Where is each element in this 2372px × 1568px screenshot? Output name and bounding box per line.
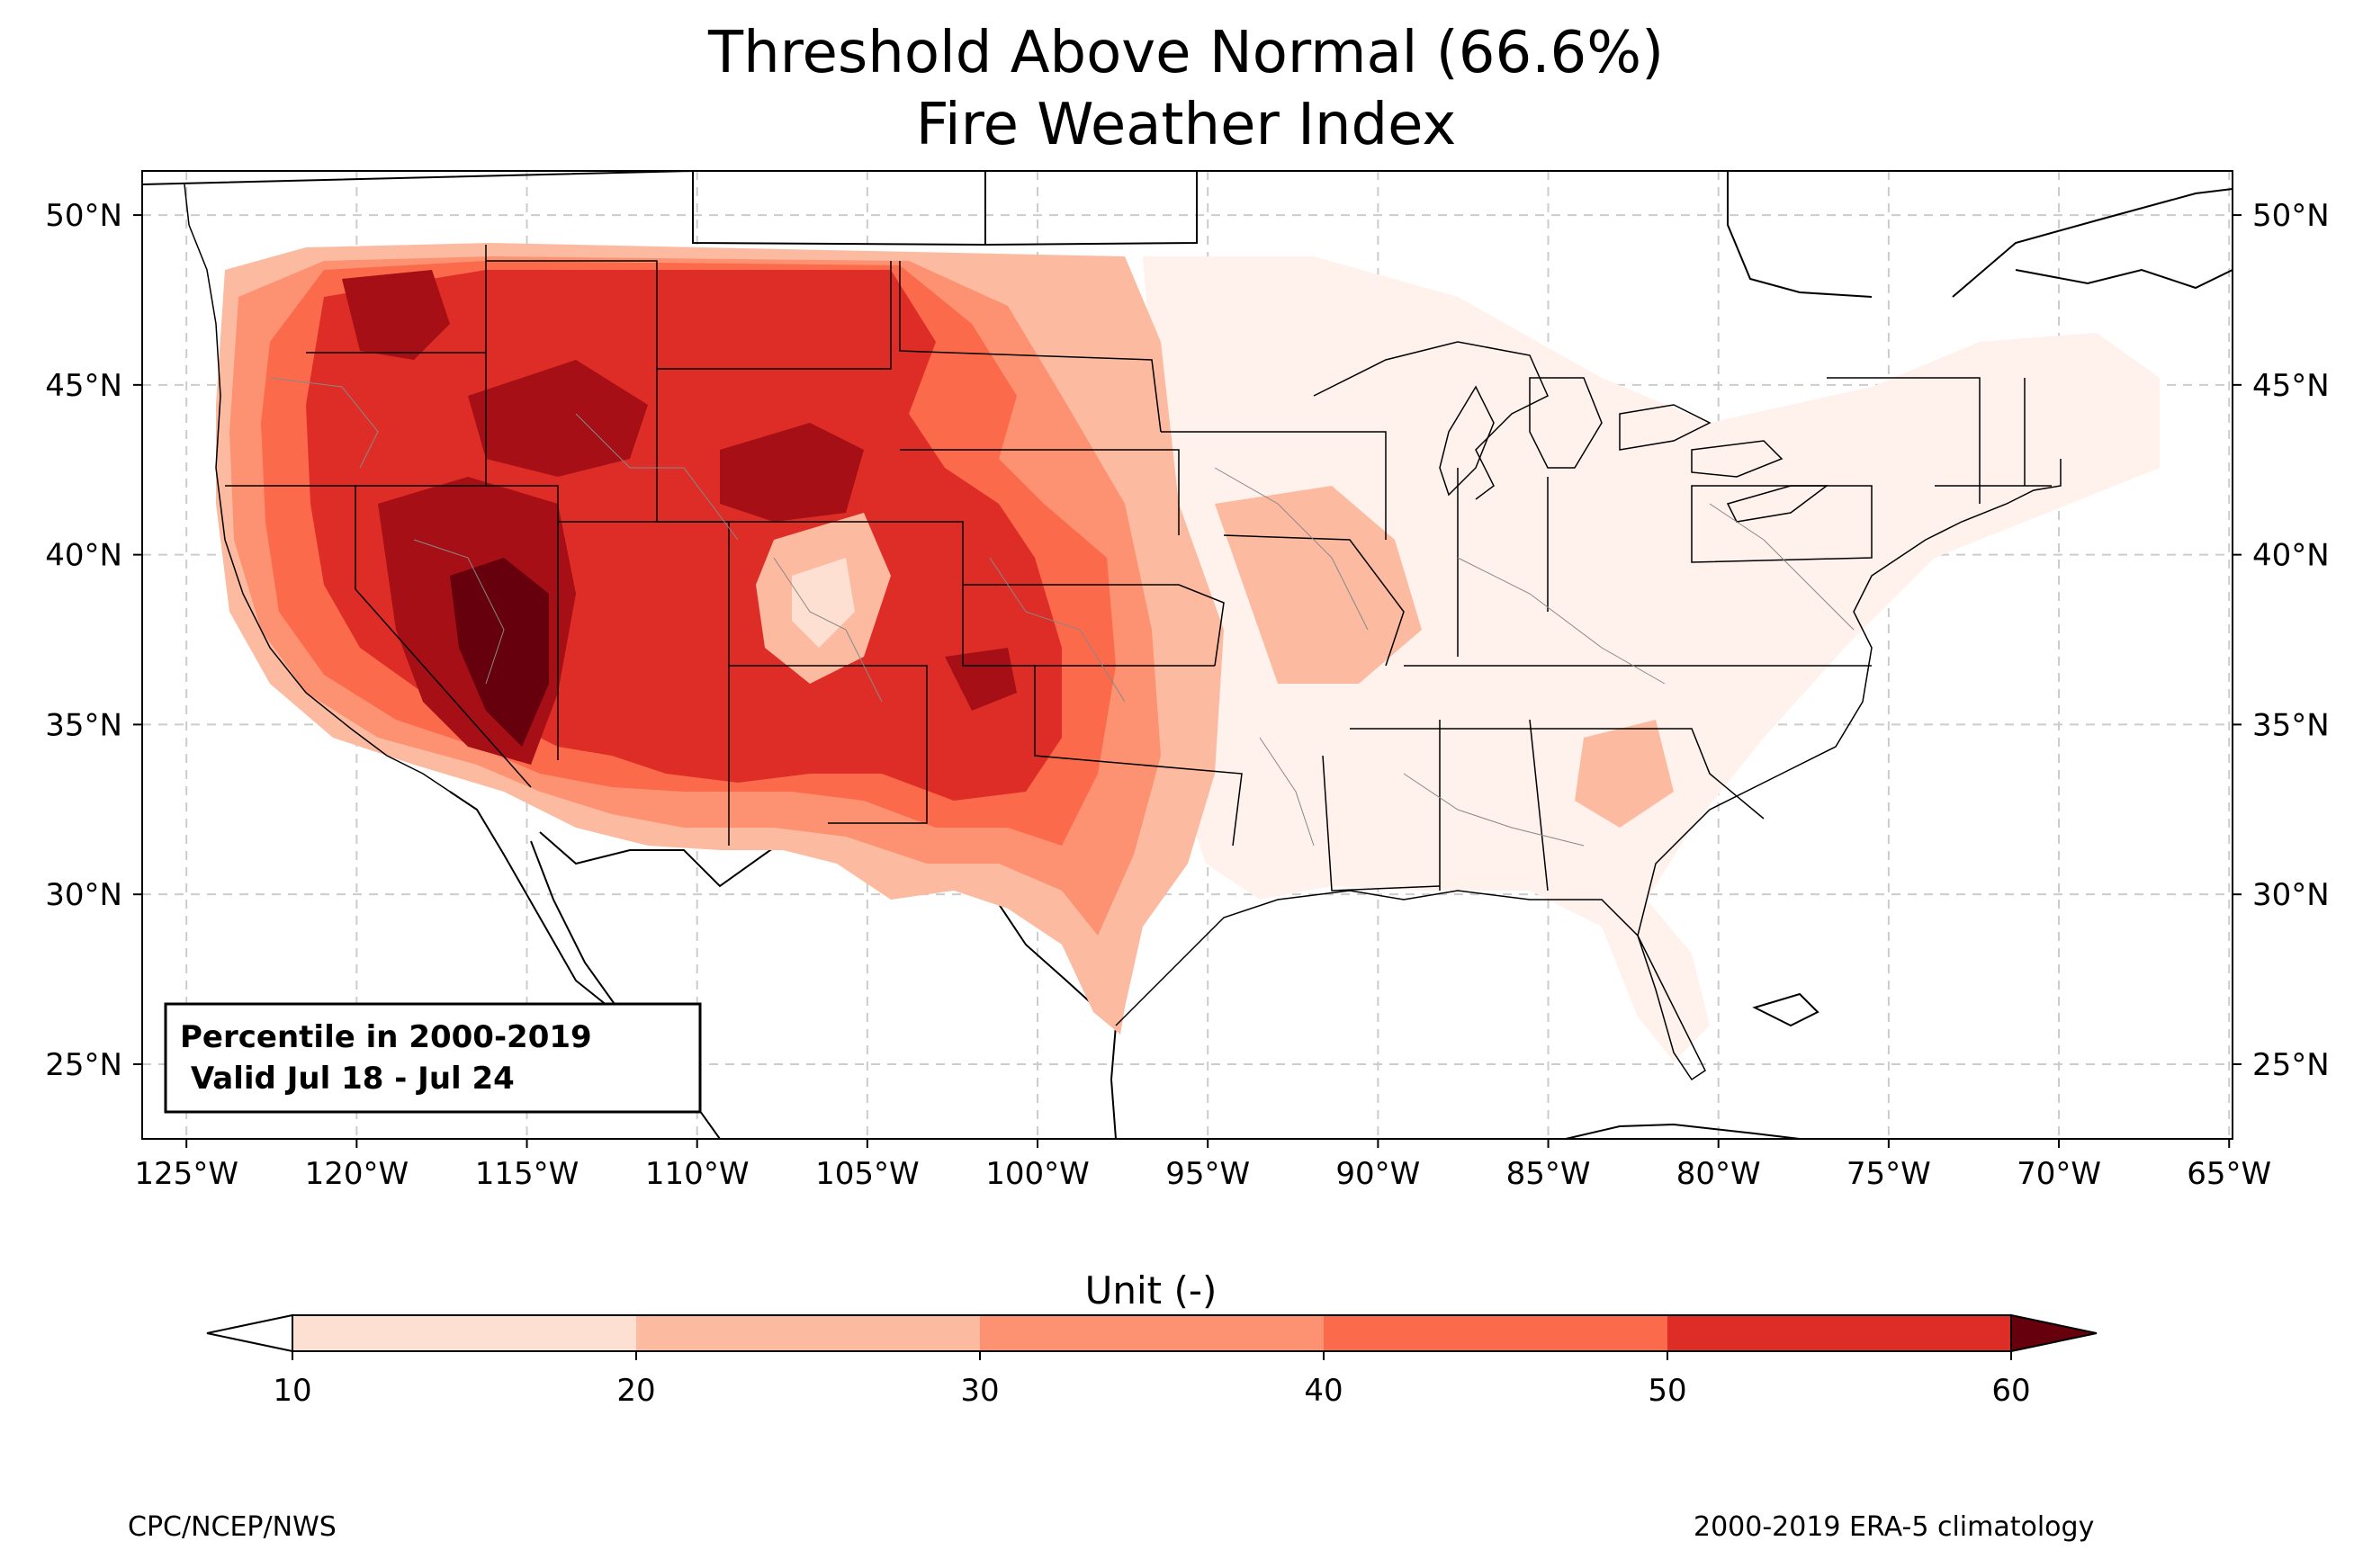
lat-tick-label-left: 50°N bbox=[45, 198, 122, 234]
contour-level-20-midwest bbox=[1215, 486, 1422, 684]
colorbar-tick-label: 40 bbox=[1304, 1373, 1343, 1409]
lat-tick-label-right: 25°N bbox=[2252, 1047, 2330, 1083]
contour-level-60-texas bbox=[945, 648, 1017, 711]
interior-lines bbox=[269, 377, 1855, 847]
contour-level-20-southeast bbox=[1575, 720, 1674, 828]
contour-level-60-idaho bbox=[342, 270, 450, 360]
lon-tick-label: 90°W bbox=[1335, 1156, 1420, 1192]
lat-tick-label-left: 35°N bbox=[45, 707, 122, 743]
contour-level-50 bbox=[306, 270, 1062, 801]
colorbar-segment bbox=[1667, 1315, 2012, 1351]
lat-tick-label-left: 30°N bbox=[45, 877, 122, 913]
colorbar-ticks: 10 20 30 40 50 60 bbox=[273, 1351, 2031, 1409]
lat-tick-label-right: 40°N bbox=[2252, 538, 2330, 574]
lon-tick-label: 120°W bbox=[305, 1156, 409, 1192]
country-borders bbox=[142, 171, 2233, 1139]
map-axis-ticks: 125°W 120°W 115°W 110°W 105°W 100°W 95°W 90°W 85… bbox=[45, 198, 2329, 1192]
lat-tick-label-right: 30°N bbox=[2252, 877, 2330, 913]
map-frame bbox=[141, 170, 2233, 1140]
contour-level-70-greatbasin bbox=[450, 558, 549, 747]
colorbar-body bbox=[206, 1313, 2098, 1353]
colorbar-segment bbox=[292, 1315, 637, 1351]
info-box-frame bbox=[164, 1002, 702, 1114]
lon-tick-label: 125°W bbox=[134, 1156, 238, 1192]
colorbar-segment bbox=[636, 1315, 981, 1351]
colorbar-label: Unit (-) bbox=[1085, 1268, 1217, 1313]
map-gridlines bbox=[142, 171, 2233, 1139]
info-box-line1: Percentile in 2000-2019 bbox=[180, 1019, 592, 1055]
chart-subtitle: Fire Weather Index bbox=[915, 92, 1457, 158]
lat-tick-label-left: 45°N bbox=[45, 368, 122, 404]
colorado-light-patch bbox=[756, 513, 891, 684]
contour-level-60-wyoming bbox=[720, 423, 864, 522]
contour-level-60-montana-wyoming bbox=[468, 360, 648, 477]
contour-level-40 bbox=[261, 261, 1116, 846]
chart-title: Threshold Above Normal (66.6%) bbox=[707, 20, 1665, 86]
colorbar: Unit (-) 10 20 30 40 50 60 bbox=[206, 1268, 2098, 1409]
info-box-line2: Valid Jul 18 - Jul 24 bbox=[180, 1061, 515, 1097]
contour-level-30 bbox=[229, 256, 1161, 936]
contour-level-20-west bbox=[216, 243, 1224, 1035]
colorbar-over-arrow bbox=[2010, 1313, 2098, 1353]
lon-tick-label: 95°W bbox=[1165, 1156, 1250, 1192]
lon-tick-label: 100°W bbox=[985, 1156, 1090, 1192]
info-box: Percentile in 2000-2019 Valid Jul 18 - J… bbox=[164, 1002, 702, 1114]
colorbar-under-arrow bbox=[206, 1313, 293, 1353]
colorado-white-patch bbox=[792, 558, 855, 648]
lon-tick-label: 85°W bbox=[1506, 1156, 1591, 1192]
us-state-borders bbox=[184, 184, 2062, 1081]
lat-tick-label-left: 40°N bbox=[45, 538, 122, 574]
colorbar-tick-label: 20 bbox=[616, 1373, 655, 1409]
contour-level-10-east bbox=[1143, 256, 2160, 1062]
contour-level-60-greatbasin bbox=[378, 477, 576, 765]
footer-source: CPC/NCEP/NWS bbox=[128, 1511, 337, 1543]
lon-tick-label: 110°W bbox=[645, 1156, 750, 1192]
lon-tick-label: 70°W bbox=[2017, 1156, 2101, 1192]
lat-tick-label-right: 45°N bbox=[2252, 368, 2330, 404]
lon-tick-label: 80°W bbox=[1676, 1156, 1761, 1192]
colorbar-tick-label: 30 bbox=[960, 1373, 999, 1409]
lat-tick-label-right: 50°N bbox=[2252, 198, 2330, 234]
colorbar-segment bbox=[1324, 1315, 1668, 1351]
fwi-contours bbox=[216, 243, 2160, 1062]
lon-tick-label: 105°W bbox=[815, 1156, 920, 1192]
lon-tick-label: 65°W bbox=[2187, 1156, 2271, 1192]
colorbar-outline bbox=[292, 1314, 2012, 1352]
lat-tick-label-left: 25°N bbox=[45, 1047, 122, 1083]
colorbar-tick-label: 10 bbox=[273, 1373, 311, 1409]
footer-climatology: 2000-2019 ERA-5 climatology bbox=[1694, 1511, 2095, 1543]
lon-tick-label: 115°W bbox=[475, 1156, 580, 1192]
lat-tick-label-right: 35°N bbox=[2252, 707, 2330, 743]
colorbar-tick-label: 50 bbox=[1648, 1373, 1686, 1409]
lon-tick-label: 75°W bbox=[1846, 1156, 1931, 1192]
colorbar-segment bbox=[980, 1315, 1325, 1351]
colorbar-tick-label: 60 bbox=[1991, 1373, 2030, 1409]
